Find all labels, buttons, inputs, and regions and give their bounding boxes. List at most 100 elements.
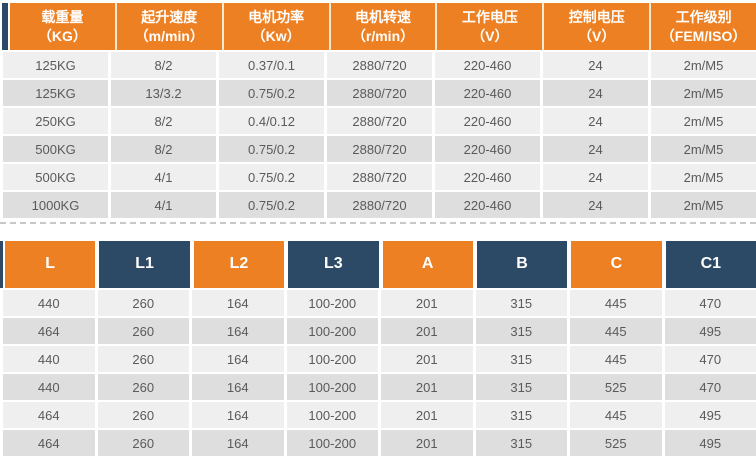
motor-spec-table-cell-r1-c0: 125KG bbox=[3, 80, 108, 106]
motor-spec-table-cell-r5-c6: 2m/M5 bbox=[651, 192, 756, 218]
dimension-table-cell-r1-c3: 100-200 bbox=[287, 318, 379, 344]
motor-spec-table-header-cell-5: 控制电压（V） bbox=[542, 3, 649, 50]
motor-spec-table-cell-r4-c0: 500KG bbox=[3, 164, 108, 190]
dimension-table-cell-r0-c5: 315 bbox=[476, 290, 568, 316]
header-unit-label: （Kw） bbox=[252, 27, 301, 45]
dimension-table-cell-r0-c4: 201 bbox=[381, 290, 473, 316]
header-unit-label: （KG） bbox=[38, 27, 87, 45]
header-label: C bbox=[611, 254, 623, 275]
header-label: 工作级别 bbox=[676, 8, 732, 26]
motor-spec-table-cell-r2-c1: 8/2 bbox=[111, 108, 216, 134]
dimension-table-cell-r5-c5: 315 bbox=[476, 430, 568, 456]
motor-spec-table-cell-r0-c1: 8/2 bbox=[111, 52, 216, 78]
dimension-table-cell-r3-c5: 315 bbox=[476, 374, 568, 400]
dimension-table-cell-r2-c1: 260 bbox=[98, 346, 190, 372]
header-label: 工作电压 bbox=[462, 8, 518, 26]
dimension-table-header-cell-6: C bbox=[571, 241, 661, 288]
motor-spec-table-header-cell-3: 电机转速（r/min） bbox=[329, 3, 436, 50]
motor-spec-table-cell-r4-c1: 4/1 bbox=[111, 164, 216, 190]
dimension-table-cell-r4-c5: 315 bbox=[476, 402, 568, 428]
dimension-table-cell-r1-c0: 464 bbox=[3, 318, 95, 344]
motor-spec-table-cell-r2-c2: 0.4/0.12 bbox=[219, 108, 324, 134]
dimension-table-cell-r5-c2: 164 bbox=[192, 430, 284, 456]
motor-spec-table-cell-r1-c1: 13/3.2 bbox=[111, 80, 216, 106]
dimension-table-cell-r2-c5: 315 bbox=[476, 346, 568, 372]
motor-spec-table-cell-r3-c6: 2m/M5 bbox=[651, 136, 756, 162]
motor-spec-table-cell-r4-c2: 0.75/0.2 bbox=[219, 164, 324, 190]
motor-spec-table-cell-r5-c4: 220-460 bbox=[435, 192, 540, 218]
dimension-table-cell-r4-c3: 100-200 bbox=[287, 402, 379, 428]
dimension-table-cell-r3-c2: 164 bbox=[192, 374, 284, 400]
dimension-table-cell-r4-c4: 201 bbox=[381, 402, 473, 428]
motor-spec-table-cell-r4-c6: 2m/M5 bbox=[651, 164, 756, 190]
dimension-table-header-cell-3: L3 bbox=[288, 241, 378, 288]
motor-spec-table-header-cell-0: 载重量（KG） bbox=[10, 3, 115, 50]
header-label: 电机转速 bbox=[355, 8, 411, 26]
dimension-table-cell-r1-c6: 445 bbox=[570, 318, 662, 344]
motor-spec-table-cell-r3-c4: 220-460 bbox=[435, 136, 540, 162]
dimension-table-cell-r0-c6: 445 bbox=[570, 290, 662, 316]
motor-spec-table-cell-r4-c3: 2880/720 bbox=[327, 164, 432, 190]
motor-spec-table-cell-r0-c6: 2m/M5 bbox=[651, 52, 756, 78]
header-label: 电机功率 bbox=[248, 8, 304, 26]
motor-spec-table-cell-r5-c5: 24 bbox=[543, 192, 648, 218]
header-label: 起升速度 bbox=[141, 8, 197, 26]
header-unit-label: （m/min） bbox=[135, 27, 204, 45]
dimension-table-cell-r5-c0: 464 bbox=[3, 430, 95, 456]
dimension-table-cell-r3-c1: 260 bbox=[98, 374, 190, 400]
header-label: L3 bbox=[324, 254, 343, 275]
motor-spec-table-cell-r3-c5: 24 bbox=[543, 136, 648, 162]
dimension-table-cell-r4-c2: 164 bbox=[192, 402, 284, 428]
dimension-table-cell-r2-c2: 164 bbox=[192, 346, 284, 372]
motor-spec-table-header-cell-1: 起升速度（m/min） bbox=[115, 3, 222, 50]
motor-spec-table-cell-r1-c5: 24 bbox=[543, 80, 648, 106]
dashed-divider bbox=[0, 222, 756, 224]
header-accent-strip bbox=[0, 241, 3, 288]
motor-spec-table-cell-r3-c0: 500KG bbox=[3, 136, 108, 162]
dimension-table-header-cell-4: A bbox=[383, 241, 473, 288]
header-label: L bbox=[45, 254, 55, 275]
header-unit-label: （FEM/ISO） bbox=[661, 27, 747, 45]
dimension-table-cell-r3-c6: 525 bbox=[570, 374, 662, 400]
motor-spec-table-header-cell-4: 工作电压（V） bbox=[435, 3, 542, 50]
motor-spec-table-cell-r0-c3: 2880/720 bbox=[327, 52, 432, 78]
motor-spec-table-cell-r1-c4: 220-460 bbox=[435, 80, 540, 106]
dimension-table-cell-r4-c7: 495 bbox=[665, 402, 756, 428]
motor-spec-table-cell-r3-c3: 2880/720 bbox=[327, 136, 432, 162]
dimension-table-cell-r1-c2: 164 bbox=[192, 318, 284, 344]
dimension-table-cell-r4-c6: 445 bbox=[570, 402, 662, 428]
motor-spec-table-header-cell-6: 工作级别（FEM/ISO） bbox=[649, 3, 756, 50]
dimension-table-cell-r0-c7: 470 bbox=[665, 290, 756, 316]
motor-spec-table-cell-r3-c1: 8/2 bbox=[111, 136, 216, 162]
motor-spec-table-cell-r5-c2: 0.75/0.2 bbox=[219, 192, 324, 218]
dimension-table-cell-r3-c0: 440 bbox=[3, 374, 95, 400]
dimension-table-header-cell-1: L1 bbox=[99, 241, 189, 288]
motor-spec-table: 载重量（KG）起升速度（m/min）电机功率（Kw）电机转速（r/min）工作电… bbox=[0, 3, 756, 218]
motor-spec-table-cell-r5-c0: 1000KG bbox=[3, 192, 108, 218]
header-label: B bbox=[516, 254, 528, 275]
motor-spec-table-cell-r1-c2: 0.75/0.2 bbox=[219, 80, 324, 106]
dimension-table-cell-r5-c3: 100-200 bbox=[287, 430, 379, 456]
dimension-table-cell-r3-c3: 100-200 bbox=[287, 374, 379, 400]
dimension-table-cell-r5-c6: 525 bbox=[570, 430, 662, 456]
dimension-table-cell-r3-c4: 201 bbox=[381, 374, 473, 400]
header-label: 控制电压 bbox=[569, 8, 625, 26]
motor-spec-table-cell-r1-c6: 2m/M5 bbox=[651, 80, 756, 106]
dimension-table-cell-r5-c7: 495 bbox=[665, 430, 756, 456]
header-label: L1 bbox=[135, 254, 154, 275]
dimension-table-cell-r4-c0: 464 bbox=[3, 402, 95, 428]
header-unit-label: （V） bbox=[578, 27, 615, 45]
dimension-table-header-cell-0: L bbox=[5, 241, 95, 288]
dimension-table-cell-r1-c4: 201 bbox=[381, 318, 473, 344]
motor-spec-table-cell-r2-c0: 250KG bbox=[3, 108, 108, 134]
